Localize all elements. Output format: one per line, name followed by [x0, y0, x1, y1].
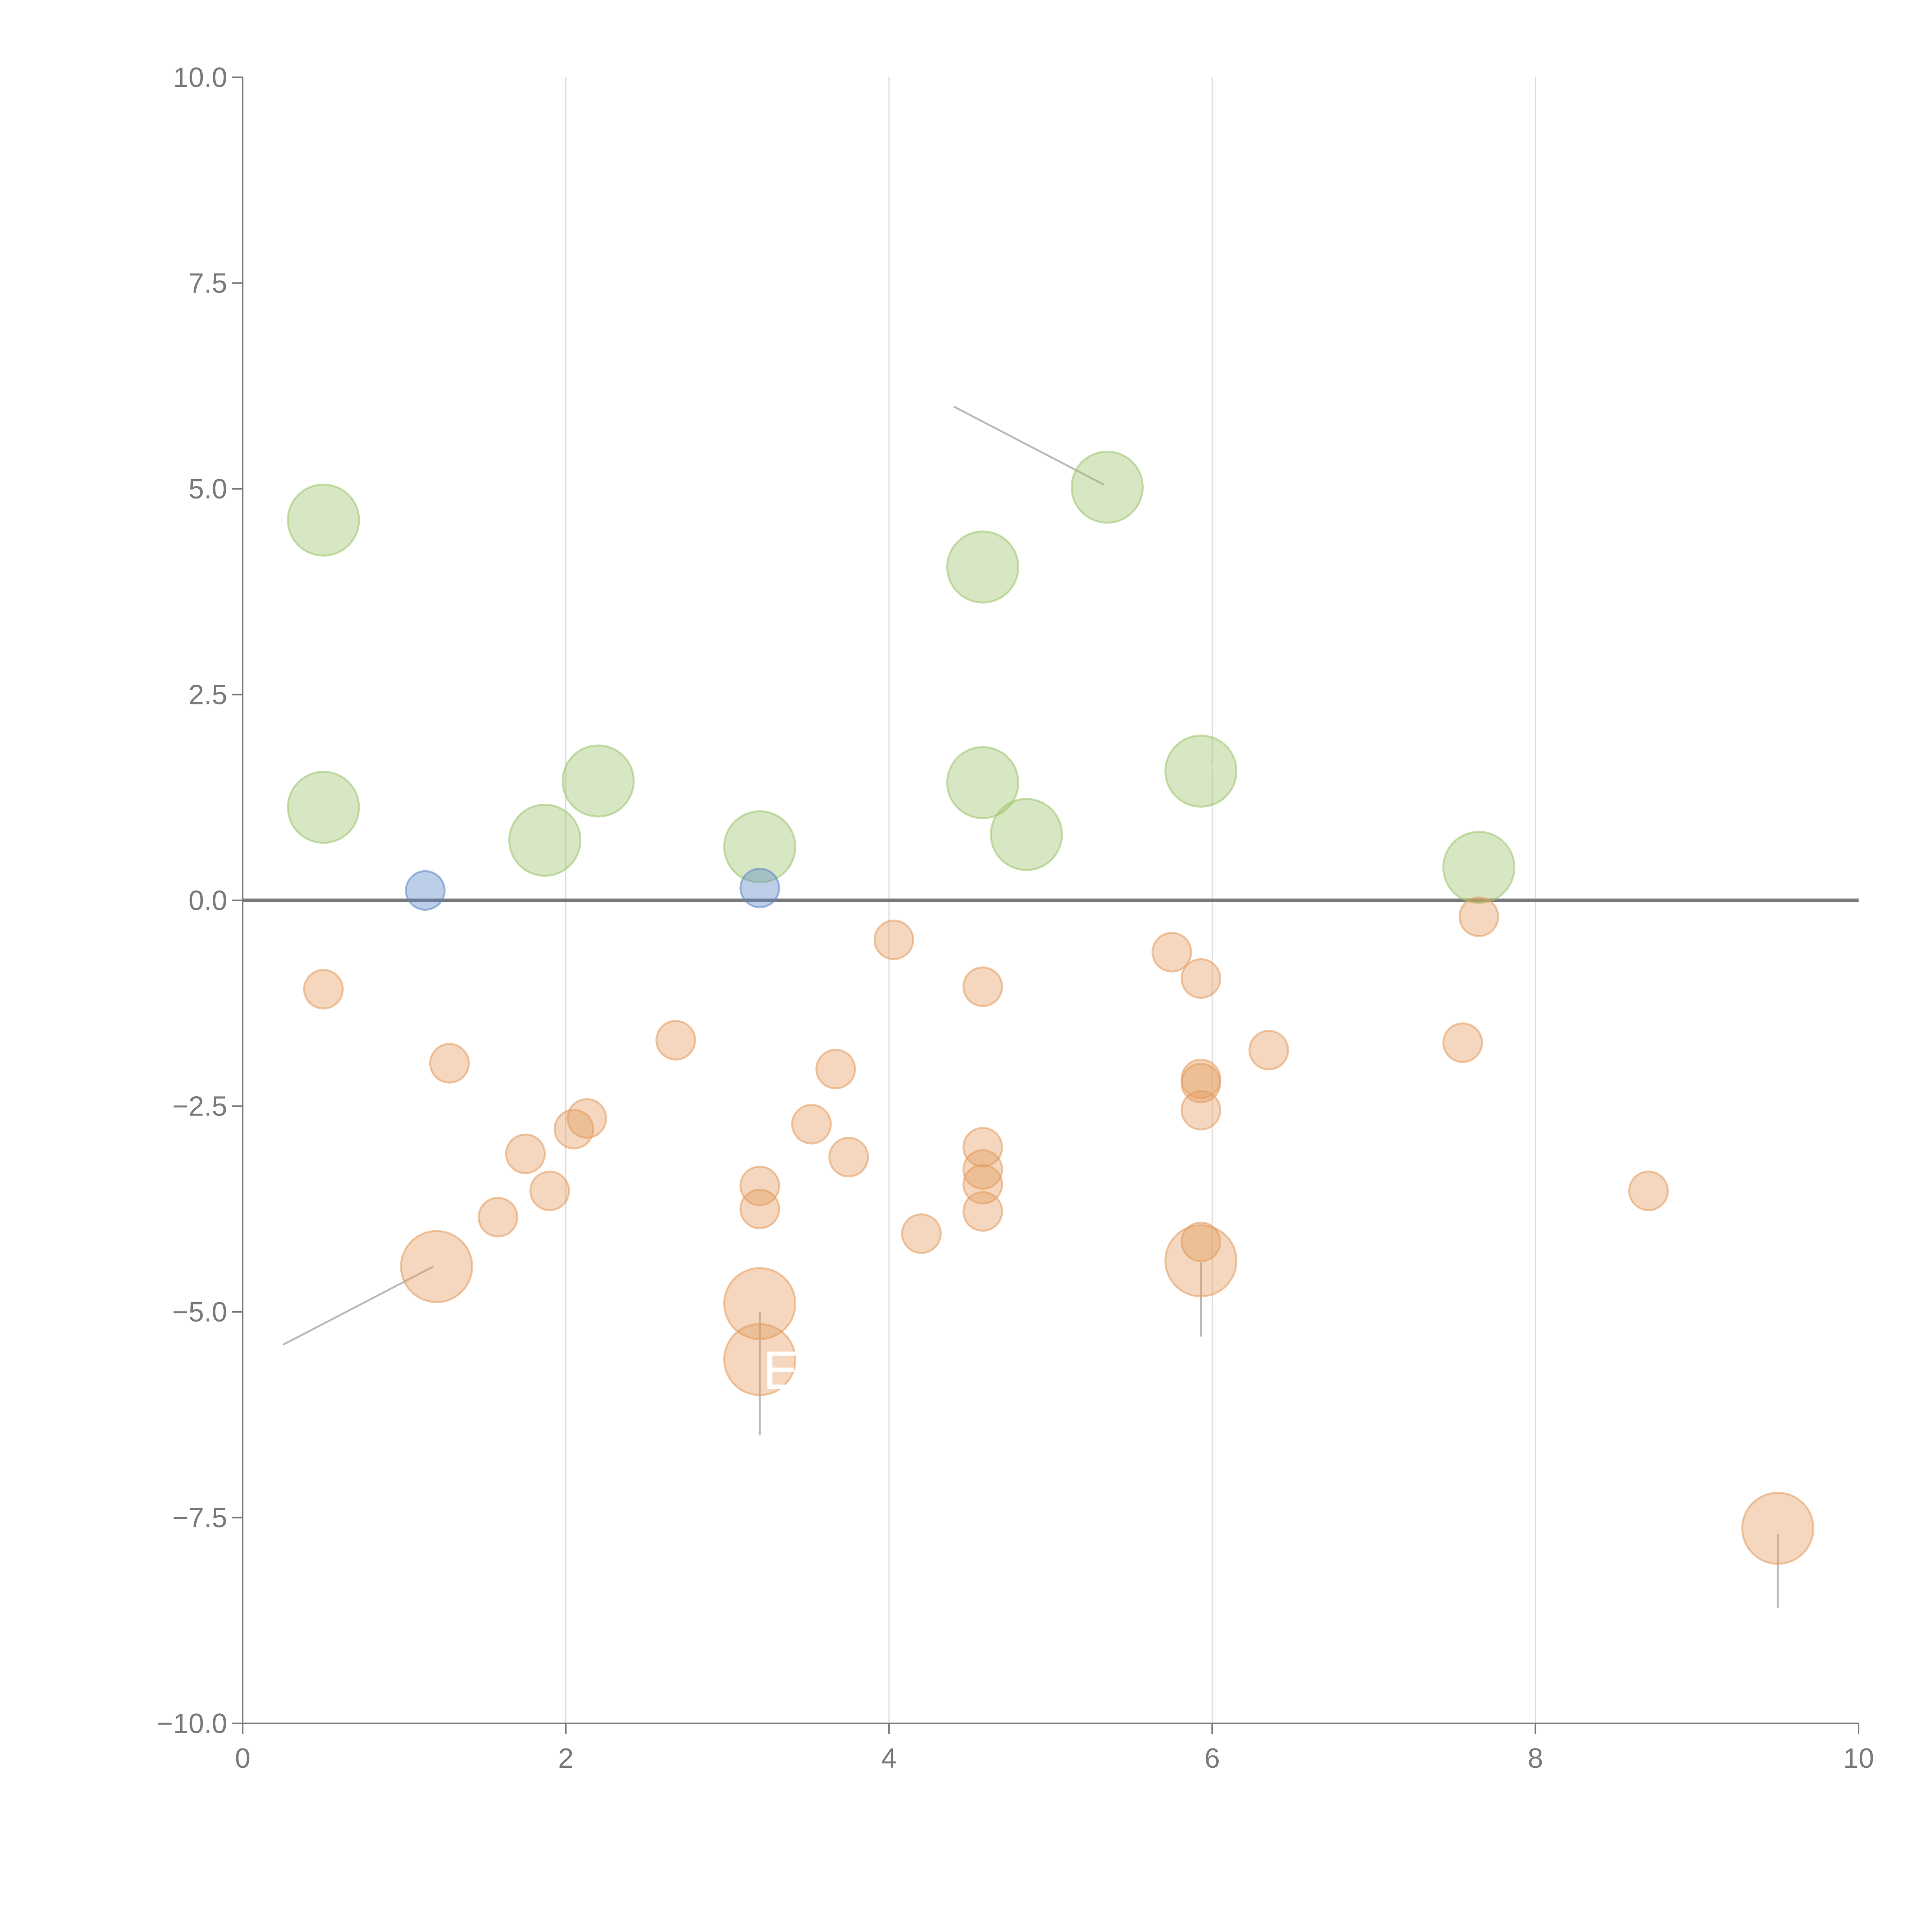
- data-point-negative: [1248, 1030, 1289, 1071]
- data-point-negative: [962, 1191, 1003, 1232]
- data-point-negative: [962, 1149, 1003, 1190]
- data-point-negative: [505, 1133, 546, 1174]
- data-point-negative: [1741, 1492, 1815, 1565]
- data-point-negative: [815, 1049, 856, 1090]
- y-tick-label: 10.0: [173, 62, 227, 93]
- data-point-positive: [287, 483, 360, 557]
- annotation-line: [544, 844, 551, 864]
- data-point-negative: [828, 1137, 869, 1178]
- data-point-negative: [566, 1098, 607, 1139]
- data-point-positive: [1070, 451, 1144, 524]
- data-point-positive: [287, 770, 360, 844]
- data-point-negative: [723, 1267, 796, 1340]
- data-point-negative: [655, 1020, 696, 1061]
- x-tick-label: 0: [235, 1743, 250, 1774]
- x-tick-label: 8: [1528, 1743, 1543, 1774]
- annotation-line: [1207, 755, 1234, 771]
- data-point-negative: [429, 1043, 470, 1084]
- y-axis-ticks: 10.0 7.5 5.0 2.5 0.0 −2.5 −5.0 −7.5 −10.0: [157, 62, 243, 1739]
- data-point-negative: [400, 1230, 473, 1303]
- data-point-positive: [508, 804, 582, 877]
- point-labels: E: [763, 1340, 799, 1400]
- annotation-line: [1029, 833, 1059, 837]
- data-point-negative: [739, 1189, 780, 1230]
- data-point-negative: [478, 1197, 519, 1238]
- x-tick-label: 10: [1843, 1743, 1874, 1774]
- data-point-negative: [1628, 1170, 1669, 1211]
- data-point-negative: [962, 966, 1003, 1007]
- data-point-negative: [723, 1323, 796, 1396]
- data-point-negative: [1180, 1221, 1221, 1262]
- y-tick-label: −7.5: [172, 1503, 227, 1534]
- annotation-line: [953, 405, 1105, 486]
- data-point-negative: [873, 919, 914, 960]
- y-tick-label: 2.5: [189, 680, 227, 711]
- x-tick-label: 2: [558, 1743, 573, 1774]
- y-tick-label: 5.0: [189, 474, 227, 505]
- data-point-positive: [561, 744, 635, 818]
- data-point-positive: [723, 810, 796, 884]
- data-point-negative: [1442, 1022, 1483, 1063]
- annotation-lines: [282, 405, 1779, 1608]
- x-axis-ticks: 0 2 4 6 8 10: [235, 1723, 1874, 1774]
- data-point-negative: [962, 1127, 1003, 1168]
- data-point-negative: [901, 1213, 942, 1254]
- data-point-negative: [739, 1165, 780, 1206]
- data-point-positive: [1164, 735, 1238, 808]
- annotation-line: [326, 776, 336, 802]
- annotation-line: [282, 1265, 434, 1346]
- data-point-positive: [946, 746, 1019, 819]
- data-point-negative: [1458, 896, 1499, 937]
- data-point-negative: [791, 1104, 832, 1145]
- data-point-positive: [946, 530, 1019, 604]
- data-point-near_zero: [405, 870, 446, 911]
- data-point-negative: [553, 1109, 594, 1150]
- data-point-negative: [303, 969, 344, 1010]
- y-tick-label: 0.0: [189, 885, 227, 916]
- x-tick-label: 4: [881, 1743, 897, 1774]
- data-point-negative: [529, 1170, 570, 1211]
- annotation-line: [600, 751, 623, 778]
- annotation-line: [988, 755, 1011, 779]
- data-point-negative: [1180, 958, 1221, 999]
- data-point-near_zero: [739, 867, 780, 908]
- point-label: E: [763, 1340, 799, 1400]
- data-point-negative: [1151, 932, 1192, 973]
- data-point-positive: [990, 798, 1063, 871]
- y-tick-label: −5.0: [172, 1297, 227, 1328]
- data-point-negative: [1164, 1224, 1238, 1298]
- y-tick-label: −10.0: [157, 1708, 227, 1739]
- y-tick-label: −2.5: [172, 1091, 227, 1122]
- data-point-negative: [1180, 1090, 1221, 1131]
- annotation-line: [989, 563, 1019, 568]
- data-point-positive: [1442, 831, 1515, 904]
- x-tick-label: 6: [1204, 1743, 1220, 1774]
- y-tick-label: 7.5: [189, 268, 227, 299]
- data-points: [287, 451, 1815, 1565]
